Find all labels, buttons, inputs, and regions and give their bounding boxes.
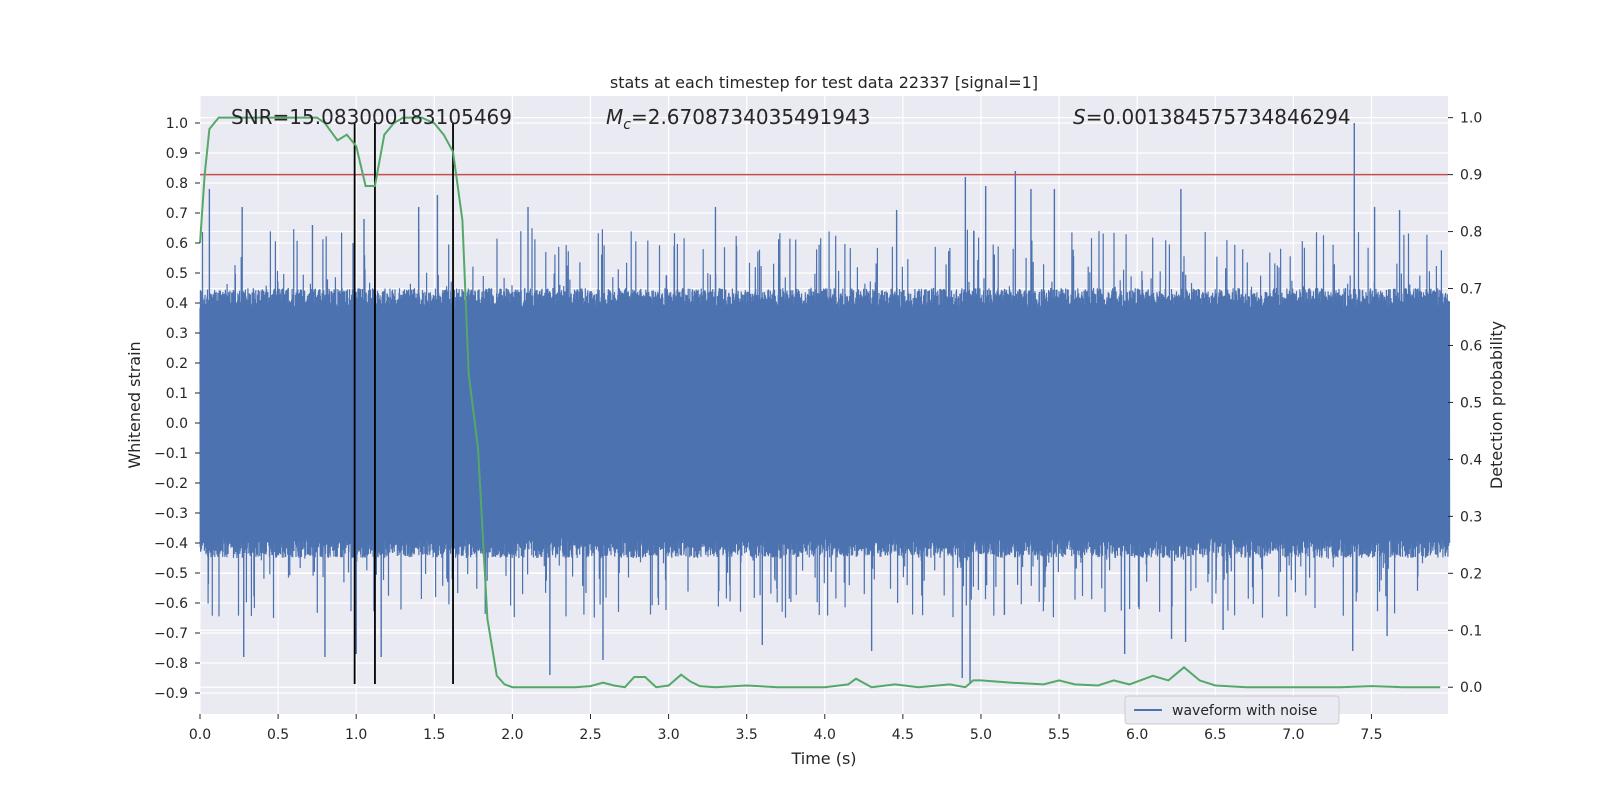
legend-entry: waveform with noise (1172, 703, 1317, 719)
x-tick-label: 7.0 (1282, 727, 1304, 743)
y-tick-label: −0.3 (154, 506, 188, 522)
x-tick-label: 7.5 (1360, 727, 1382, 743)
x-tick-label: 1.5 (423, 727, 445, 743)
y-tick-labels: −0.9 −0.8 −0.7 −0.6 −0.5 −0.4 −0.3 −0.2 −0.1 0.0 0… (154, 116, 200, 702)
chirp-mass-subscript: c (623, 117, 631, 133)
y-tick-label: −0.4 (154, 536, 188, 552)
y-tick-label: 0.3 (166, 326, 188, 342)
y2-tick-label: 0.8 (1460, 225, 1482, 241)
y-tick-label: −0.6 (154, 596, 188, 612)
chirp-mass-symbol: M (606, 105, 623, 129)
y-tick-label: 0.2 (166, 356, 188, 372)
y2-tick-label: 0.0 (1460, 680, 1482, 696)
y-tick-label: 1.0 (166, 116, 188, 132)
x-tick-label: 2.5 (579, 727, 601, 743)
y2-tick-labels: 0.0 0.1 0.2 0.3 0.4 0.5 0.6 0.7 0.8 0.9 1.0 (1448, 111, 1482, 696)
y2-axis-label: Detection probability (1487, 321, 1506, 489)
y2-tick-label: 0.6 (1460, 338, 1482, 354)
vertical-markers (353, 123, 454, 684)
y2-tick-label: 0.9 (1460, 168, 1482, 184)
y-tick-label: 0.0 (166, 416, 188, 432)
x-tick-label: 6.0 (1126, 727, 1148, 743)
y-tick-label: −0.8 (154, 656, 188, 672)
s-annotation: S=0.001384575734846294 (1073, 105, 1351, 129)
y-tick-label: 0.9 (166, 146, 188, 162)
x-axis-label: Time (s) (790, 749, 856, 768)
y-tick-label: 0.7 (166, 206, 188, 222)
probability-series (199, 116, 1441, 689)
y2-tick-label: 0.5 (1460, 395, 1482, 411)
y-tick-label: −0.2 (154, 476, 188, 492)
y-axis-label: Whitened strain (125, 341, 144, 468)
y-tick-label: 0.1 (166, 386, 188, 402)
x-tick-label: 0.0 (189, 727, 211, 743)
x-tick-label: 3.0 (657, 727, 679, 743)
x-tick-labels: 0.0 0.5 1.0 1.5 2.0 2.5 3.0 3.5 4.0 4.5 5.0 5.5 6.0 6… (189, 714, 1383, 743)
probability-line (199, 116, 1441, 689)
y-tick-label: 0.4 (166, 296, 188, 312)
y2-tick-label: 0.4 (1460, 452, 1482, 468)
chirp-mass-value: =2.6708734035491943 (631, 105, 870, 129)
x-tick-label: 5.5 (1048, 727, 1070, 743)
y-tick-label: 0.8 (166, 176, 188, 192)
x-tick-label: 4.0 (814, 727, 836, 743)
x-tick-label: 5.0 (970, 727, 992, 743)
snr-annotation: SNR=15.083000183105469 (231, 105, 512, 129)
x-tick-label: 4.5 (892, 727, 914, 743)
s-value: =0.001384575734846294 (1086, 105, 1351, 129)
y2-tick-label: 0.1 (1460, 623, 1482, 639)
s-symbol: S (1073, 105, 1086, 129)
chart-title: stats at each timestep for test data 223… (610, 73, 1038, 92)
y2-tick-label: 0.2 (1460, 566, 1482, 582)
x-tick-label: 1.0 (345, 727, 367, 743)
waveform-series (199, 123, 1451, 684)
x-tick-label: 6.5 (1204, 727, 1226, 743)
y-tick-label: 0.5 (166, 266, 188, 282)
waveform-trace (199, 228, 1451, 618)
y-tick-label: −0.5 (154, 566, 188, 582)
legend-box (1124, 695, 1340, 725)
chirp-mass-annotation: Mc=2.6708734035491943 (606, 105, 870, 133)
y2-tick-label: 1.0 (1460, 111, 1482, 127)
x-tick-label: 3.5 (736, 727, 758, 743)
x-tick-label: 2.0 (501, 727, 523, 743)
y-tick-label: −0.1 (154, 446, 188, 462)
y-tick-label: −0.7 (154, 626, 188, 642)
legend: waveform with noise (1124, 695, 1340, 725)
y-tick-label: −0.9 (154, 686, 188, 702)
y-tick-label: 0.6 (166, 236, 188, 252)
y2-tick-label: 0.7 (1460, 282, 1482, 298)
x-tick-label: 0.5 (267, 727, 289, 743)
y2-tick-label: 0.3 (1460, 509, 1482, 525)
